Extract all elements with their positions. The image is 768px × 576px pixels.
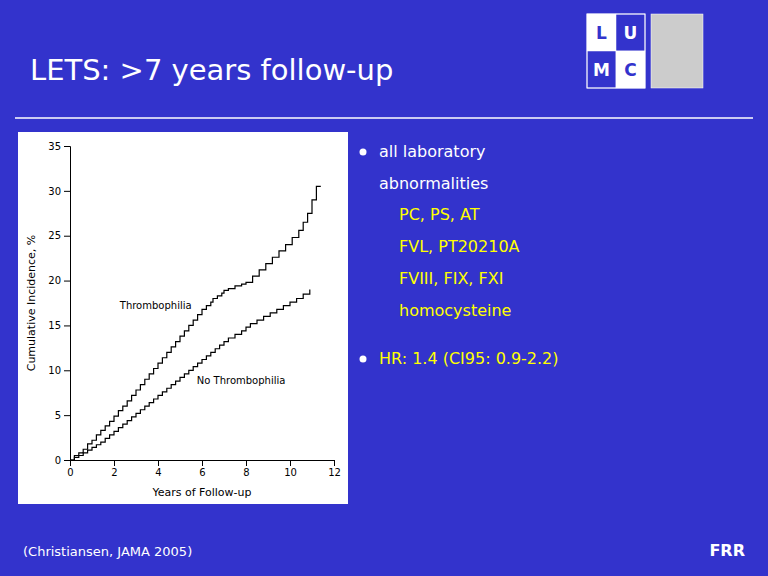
tick: 5 [55,410,70,421]
tick-label: 6 [199,467,205,478]
tick-mark [64,146,70,147]
y-axis: 0 5 10 15 20 25 30 35 [48,141,70,466]
logo-cell [616,51,645,88]
logo-cell [587,14,616,51]
logo-letter: M [593,60,610,80]
frr: FRR [709,541,745,560]
tick-label: 8 [243,467,249,478]
series-line [70,186,321,460]
tick-mark [64,325,70,326]
series-label: Thrombophilia [119,300,192,311]
logo-cell [587,51,616,88]
tick-mark [64,460,70,461]
bullet-text: HR: 1.4 (CI95: 0.9-2.2) [379,349,559,368]
slide: LETS: >7 years follow-up LUMCall laborato… [0,0,768,576]
tick: 15 [48,320,70,331]
tick-mark [202,460,203,466]
tick: 10 [48,365,70,376]
plot-area [70,186,321,460]
seal [651,14,703,88]
series-label: No Thrombophilia [197,375,286,386]
tick: 2 [111,460,117,478]
bullet [360,356,367,363]
tick-mark [64,370,70,371]
bullet [360,149,367,156]
tick-label: 30 [48,186,61,197]
tick: 25 [48,230,70,241]
tick-label: 25 [48,230,61,241]
tick-label: 35 [48,141,61,152]
bullet-subitem: homocysteine [399,301,511,320]
tick-label: 0 [67,467,73,478]
tick-mark [290,460,291,466]
x-axis-title: Years of Follow-up [151,486,251,499]
tick-mark [246,460,247,466]
tick-mark [64,236,70,237]
series-labels: Thrombophilia No Thrombophilia [119,300,286,387]
separator [15,117,753,119]
bullet-text: all laboratory [379,142,485,161]
series-line [70,290,310,460]
citation: (Christiansen, JAMA 2005) [23,544,192,559]
tick: 35 [48,141,70,152]
tick-mark [64,415,70,416]
bullet-text: abnormalities [379,174,488,193]
y-axis-title: Cumulative Incidence, % [25,235,38,372]
tick: 6 [199,460,205,478]
logo-letter: C [624,60,636,80]
tick-label: 20 [48,275,61,286]
x-axis: 0 2 4 6 8 10 12 [67,460,341,478]
logo-border [587,14,645,88]
tick-mark [64,281,70,282]
tick-label: 0 [55,455,61,466]
tick: 0 [55,455,70,466]
tick-label: 10 [48,365,61,376]
tick: 20 [48,275,70,286]
tick: 4 [155,460,161,478]
tick-label: 2 [111,467,117,478]
tick: 30 [48,186,70,197]
tick-label: 10 [284,467,297,478]
logo-letter: L [596,23,607,43]
bullet-subitem: FVIII, FIX, FXI [399,269,503,288]
graph-panel [18,132,348,504]
bullet-subitem: FVL, PT20210A [399,237,520,256]
tick-label: 12 [328,467,341,478]
tick-label: 4 [155,467,161,478]
tick-mark [64,191,70,192]
tick: 12 [328,460,341,478]
title: LETS: >7 years follow-up [30,53,393,87]
tick: 0 [67,460,73,478]
tick-mark [334,460,335,466]
tick: 8 [243,460,249,478]
tick-mark [114,460,115,466]
bullet-subitem: PC, PS, AT [399,205,480,224]
axis-line [71,461,335,467]
background [0,0,768,576]
logo-letter: U [624,23,638,43]
tick-label: 15 [48,320,61,331]
tick-mark [158,460,159,466]
tick-label: 5 [55,410,61,421]
logo-cell [616,14,645,51]
axis-line [64,147,71,461]
tick: 10 [284,460,297,478]
